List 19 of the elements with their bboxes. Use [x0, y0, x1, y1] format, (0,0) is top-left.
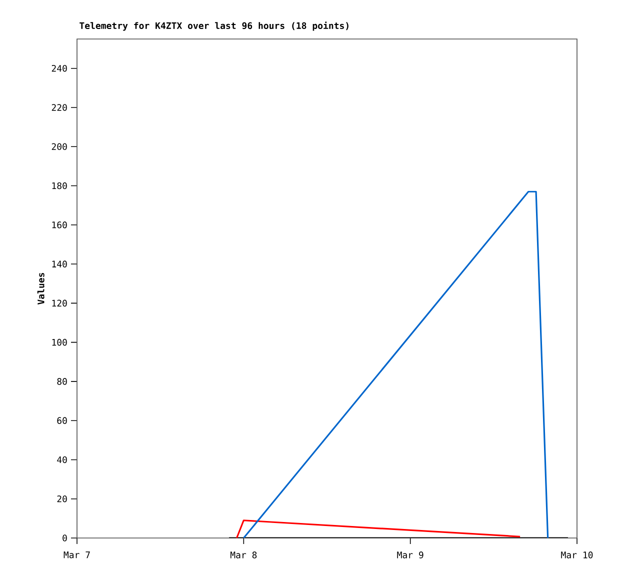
- y-tick-label: 160: [52, 221, 67, 228]
- x-tick-label: Mar 7: [64, 552, 90, 558]
- y-tick-label: 0: [62, 534, 67, 542]
- y-tick-label: 40: [57, 456, 67, 464]
- y-tick-label: 120: [52, 300, 67, 307]
- chart-title: Telemetry for K4ZTX over last 96 hours (18 points): [80, 22, 348, 31]
- y-axis-title: Values: [37, 272, 44, 305]
- y-tick-label: 240: [52, 64, 67, 72]
- y-tick-label: 80: [57, 378, 67, 385]
- y-tick-label: 140: [52, 260, 67, 268]
- y-tick-label: 220: [52, 104, 67, 111]
- x-tick-label: Mar 9: [397, 552, 424, 558]
- y-tick-label: 60: [57, 417, 67, 424]
- y-tick-label: 20: [57, 495, 67, 502]
- y-tick-label: 100: [52, 338, 67, 346]
- x-tick-label: Mar 8: [230, 552, 257, 558]
- x-tick-label: Mar 10: [561, 552, 593, 558]
- y-tick-label: 180: [52, 182, 67, 190]
- y-tick-label: 200: [52, 143, 67, 150]
